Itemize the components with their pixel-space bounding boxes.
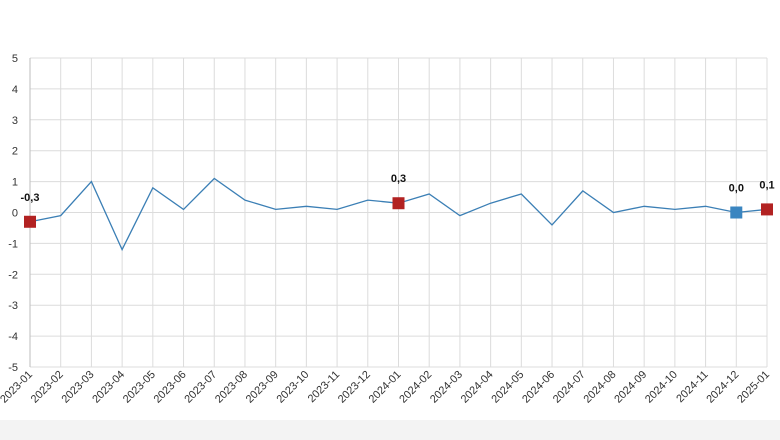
x-tick-label: 2023-04	[90, 369, 127, 406]
x-tick-label: 2023-05	[121, 369, 158, 406]
data-label: 0,1	[759, 179, 774, 191]
y-tick-label: -3	[8, 300, 18, 312]
x-tick-label: 2024-06	[520, 369, 557, 406]
y-tick-label: 0	[12, 208, 18, 220]
x-tick-label: 2023-02	[29, 369, 66, 406]
x-tick-label: 2023-01	[0, 369, 35, 406]
y-tick-label: 4	[12, 84, 18, 96]
data-labels: -0,3 0,3 0,0 0,1	[21, 173, 775, 204]
highlight-marker	[24, 215, 36, 228]
highlight-marker	[761, 203, 773, 216]
x-tick-label: 2023-11	[306, 369, 342, 405]
highlight-marker	[730, 206, 743, 219]
y-tick-label: -4	[8, 331, 18, 343]
x-tick-label: 2024-11	[674, 369, 710, 405]
x-tick-label: 2023-09	[244, 369, 281, 406]
x-axis-ticks: 2023-012023-022023-032023-042023-052023-…	[0, 369, 772, 406]
x-tick-label: 2025-01	[735, 369, 772, 406]
x-tick-label: 2023-08	[213, 369, 250, 406]
x-tick-label: 2023-12	[336, 369, 373, 406]
x-tick-label: 2024-05	[489, 369, 526, 406]
x-tick-label: 2024-03	[428, 369, 465, 406]
x-tick-label: 2024-12	[704, 369, 741, 406]
x-tick-label: 2024-02	[397, 369, 434, 406]
x-tick-label: 2024-04	[459, 369, 496, 406]
x-tick-label: 2024-08	[582, 369, 619, 406]
x-tick-label: 2023-03	[60, 369, 97, 406]
x-tick-label: 2023-10	[274, 369, 311, 406]
data-label: -0,3	[21, 192, 40, 204]
x-tick-label: 2024-07	[551, 369, 588, 406]
highlight-marker	[392, 197, 405, 210]
y-tick-label: 2	[12, 146, 18, 158]
x-tick-label: 2024-09	[612, 369, 649, 406]
y-axis-ticks: 5 4 3 2 1 0 -1 -2 -3 -4 -5	[8, 53, 18, 374]
x-tick-label: 2024-10	[643, 369, 680, 406]
y-tick-label: -5	[8, 362, 18, 374]
y-tick-label: 1	[12, 177, 18, 189]
highlight-markers	[24, 197, 773, 228]
y-tick-label: -1	[8, 238, 18, 250]
x-tick-label: 2023-07	[182, 369, 219, 406]
y-tick-label: 5	[12, 53, 18, 65]
y-tick-label: 3	[12, 115, 18, 127]
data-label: 0,3	[391, 173, 406, 185]
y-tick-label: -2	[8, 269, 18, 281]
footer-band	[0, 420, 780, 440]
data-label: 0,0	[729, 183, 744, 195]
x-tick-label: 2024-01	[367, 369, 404, 406]
x-tick-label: 2023-06	[152, 369, 189, 406]
